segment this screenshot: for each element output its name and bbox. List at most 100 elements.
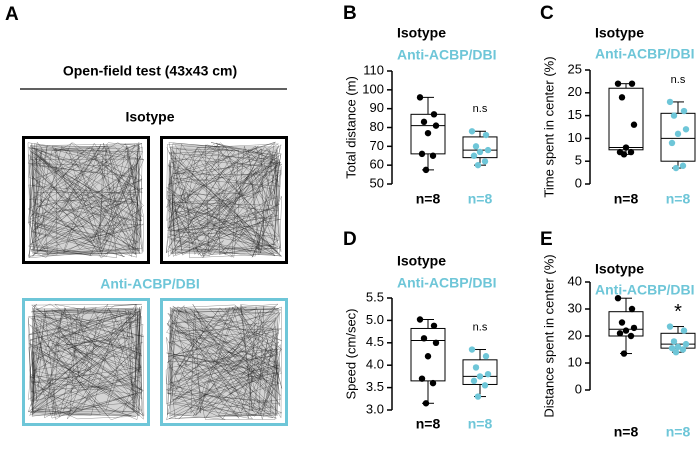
data-point — [622, 144, 630, 151]
n-label: n=8 — [614, 191, 639, 207]
data-point — [679, 162, 687, 169]
n-label: n=8 — [468, 416, 493, 432]
y-tick-label: 25 — [568, 61, 582, 76]
legend-entry: Isotype — [397, 253, 446, 269]
y-tick-label: 4.0 — [366, 357, 384, 372]
y-tick-label: 10 — [568, 130, 582, 145]
data-point — [628, 80, 636, 87]
data-point — [670, 338, 678, 345]
data-point — [420, 118, 428, 126]
y-tick-label: 10 — [568, 354, 582, 369]
data-point — [418, 150, 426, 158]
y-tick-label: 80 — [370, 119, 384, 134]
y-tick-label: 3.5 — [366, 379, 384, 394]
data-point — [468, 346, 476, 353]
y-axis-label: Distance spent in center (%) — [541, 254, 556, 417]
arenas — [22, 136, 288, 426]
data-point — [424, 129, 432, 137]
n-label: n=8 — [468, 191, 493, 207]
data-point — [672, 349, 680, 356]
legend-entry: Isotype — [595, 261, 644, 277]
data-point — [418, 375, 426, 382]
y-tick-label: 5 — [575, 153, 582, 168]
data-point — [416, 316, 424, 323]
data-point — [474, 161, 482, 169]
data-point — [614, 295, 622, 302]
data-point — [620, 350, 628, 357]
annotation: n.s — [473, 103, 488, 115]
legend-entry: Isotype — [397, 25, 446, 41]
data-point — [630, 121, 638, 128]
annotation: n.s — [671, 74, 686, 86]
y-axis-label: Total distance (m) — [343, 76, 358, 179]
data-point — [481, 382, 489, 389]
y-tick-label: 70 — [370, 138, 384, 153]
y-tick-label: 5.0 — [366, 312, 384, 327]
data-point — [429, 152, 437, 159]
group-label: Isotype — [125, 109, 174, 125]
data-point — [627, 332, 635, 340]
y-axis-label: Time spent in center (%) — [541, 56, 556, 197]
y-tick-label: 110 — [363, 62, 384, 77]
data-point — [422, 400, 430, 407]
y-tick-label: 90 — [370, 100, 384, 115]
group-label: Anti-ACBP/DBI — [100, 276, 200, 292]
data-point — [668, 344, 676, 352]
annotation: * — [674, 301, 682, 323]
data-point — [622, 327, 630, 334]
legend-entry: Anti-ACBP/DBI — [397, 275, 497, 291]
data-point — [672, 164, 680, 172]
data-point — [482, 131, 490, 139]
data-point — [470, 377, 478, 385]
y-tick-label: 40 — [568, 273, 582, 288]
box — [608, 87, 644, 151]
y-tick-label: 30 — [568, 300, 582, 315]
n-label: n=8 — [666, 191, 691, 207]
n-label: n=8 — [666, 424, 691, 440]
data-point — [670, 112, 678, 119]
data-point — [666, 323, 674, 330]
legend-entry: Isotype — [595, 25, 644, 41]
y-tick-label: 0 — [575, 381, 582, 396]
data-point — [484, 370, 492, 378]
data-point — [432, 339, 440, 346]
data-point — [476, 148, 484, 156]
box — [660, 112, 696, 162]
data-point — [616, 330, 624, 337]
data-point — [474, 393, 482, 400]
y-tick-label: 60 — [370, 157, 384, 172]
y-tick-label: 5.5 — [366, 289, 384, 304]
data-point — [680, 107, 688, 115]
data-point — [468, 128, 476, 135]
data-point — [472, 143, 480, 150]
y-tick-label: 20 — [568, 327, 582, 342]
data-point — [630, 324, 638, 332]
n-label: n=8 — [416, 191, 441, 207]
data-point — [484, 146, 492, 154]
data-point — [668, 139, 676, 147]
y-tick-label: 20 — [568, 84, 582, 99]
data-point — [628, 305, 636, 313]
y-tick-label: 100 — [362, 81, 384, 96]
n-label: n=8 — [614, 424, 639, 440]
panel-letter: B — [343, 3, 357, 24]
box — [462, 359, 498, 385]
trajectory — [165, 303, 283, 421]
trajectory — [27, 141, 144, 259]
data-point — [680, 327, 688, 334]
trajectory — [27, 303, 145, 421]
data-point — [432, 122, 440, 129]
data-point — [679, 346, 687, 353]
data-point — [674, 343, 682, 350]
data-point — [618, 94, 626, 101]
data-point — [424, 353, 432, 360]
data-point — [618, 319, 626, 326]
data-point — [472, 364, 480, 371]
panel-letter: E — [540, 229, 553, 250]
data-point — [482, 353, 490, 360]
y-tick-label: 3.0 — [366, 401, 384, 416]
trajectory — [165, 141, 283, 259]
panel-title: Open-field test (43x43 cm) — [63, 63, 237, 79]
data-point — [470, 152, 478, 159]
